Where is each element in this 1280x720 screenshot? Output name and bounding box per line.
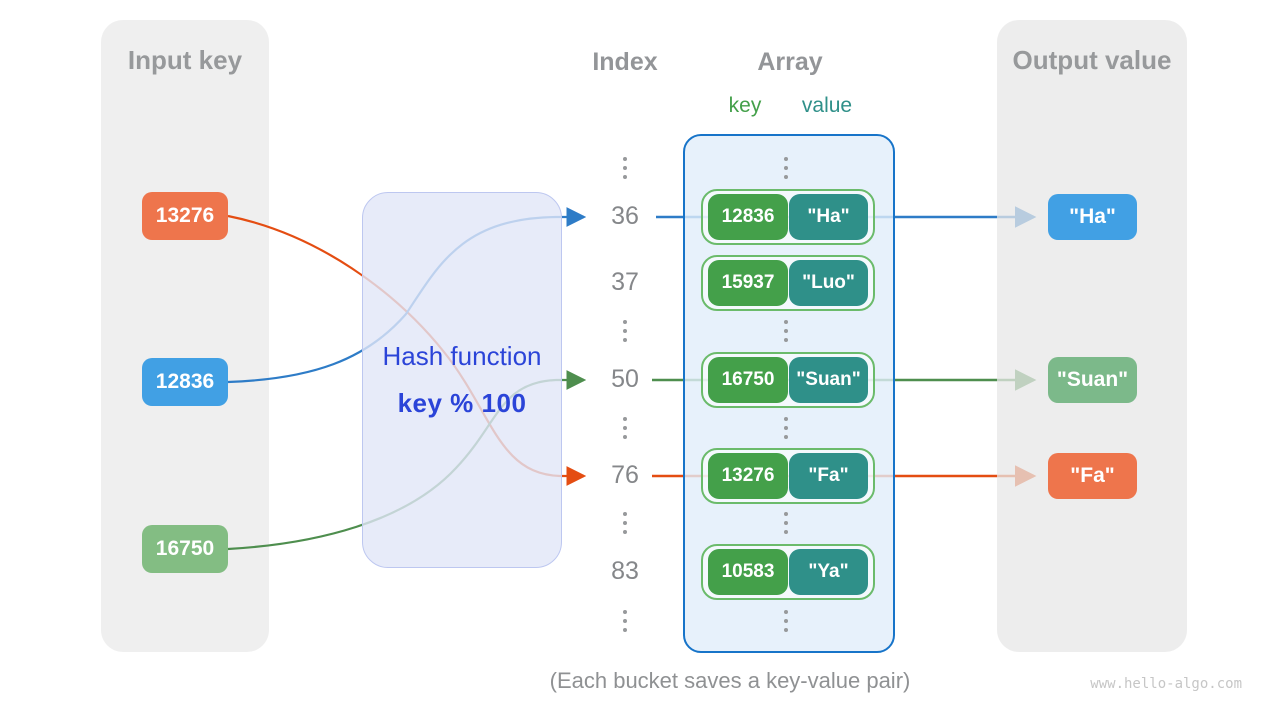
bucket-row: 13276 "Fa" [701,448,875,504]
vertical-ellipsis-icon [784,417,788,439]
bucket-value: "Suan" [789,357,868,403]
index-value: 50 [611,365,639,393]
vertical-ellipsis-icon [784,157,788,179]
hash-function-title: Hash function [382,341,542,371]
output-value-box: "Suan" [1048,357,1137,403]
vertical-ellipsis-icon [623,320,627,342]
index-value: 37 [611,268,639,296]
input-key-box: 13276 [142,192,228,240]
bucket-value: "Luo" [789,260,868,306]
index-value: 76 [611,461,639,489]
output-panel-title: Output value [1012,45,1172,75]
bucket-key: 15937 [708,260,788,306]
input-key-box: 16750 [142,525,228,573]
bucket-value: "Fa" [789,453,868,499]
vertical-ellipsis-icon [623,157,627,179]
vertical-ellipsis-icon [623,417,627,439]
vertical-ellipsis-icon [623,610,627,632]
bucket-value: "Ya" [789,549,868,595]
vertical-ellipsis-icon [784,610,788,632]
vertical-ellipsis-icon [623,512,627,534]
input-panel-title: Input key [127,45,243,75]
hash-function-box: Hash function key % 100 [362,192,562,568]
index-value: 83 [611,557,639,585]
bucket-row: 15937 "Luo" [701,255,875,311]
input-key-box: 12836 [142,358,228,406]
value-column-label: value [801,94,853,117]
index-column-title: Index [592,48,658,76]
hash-function-formula: key % 100 [397,388,527,418]
bucket-key: 10583 [708,549,788,595]
bucket-row: 12836 "Ha" [701,189,875,245]
bucket-key: 13276 [708,453,788,499]
vertical-ellipsis-icon [784,512,788,534]
bucket-row: 10583 "Ya" [701,544,875,600]
output-value-panel [997,20,1187,652]
key-column-label: key [728,94,762,117]
bucket-value: "Ha" [789,194,868,240]
vertical-ellipsis-icon [784,320,788,342]
output-value-box: "Ha" [1048,194,1137,240]
watermark-text: www.hello-algo.com [1090,676,1242,692]
bucket-key: 16750 [708,357,788,403]
bucket-row: 16750 "Suan" [701,352,875,408]
index-value: 36 [611,202,639,230]
array-column-title: Array [757,48,823,76]
output-value-box: "Fa" [1048,453,1137,499]
bucket-key: 12836 [708,194,788,240]
diagram-caption: (Each bucket saves a key-value pair) [549,668,911,693]
